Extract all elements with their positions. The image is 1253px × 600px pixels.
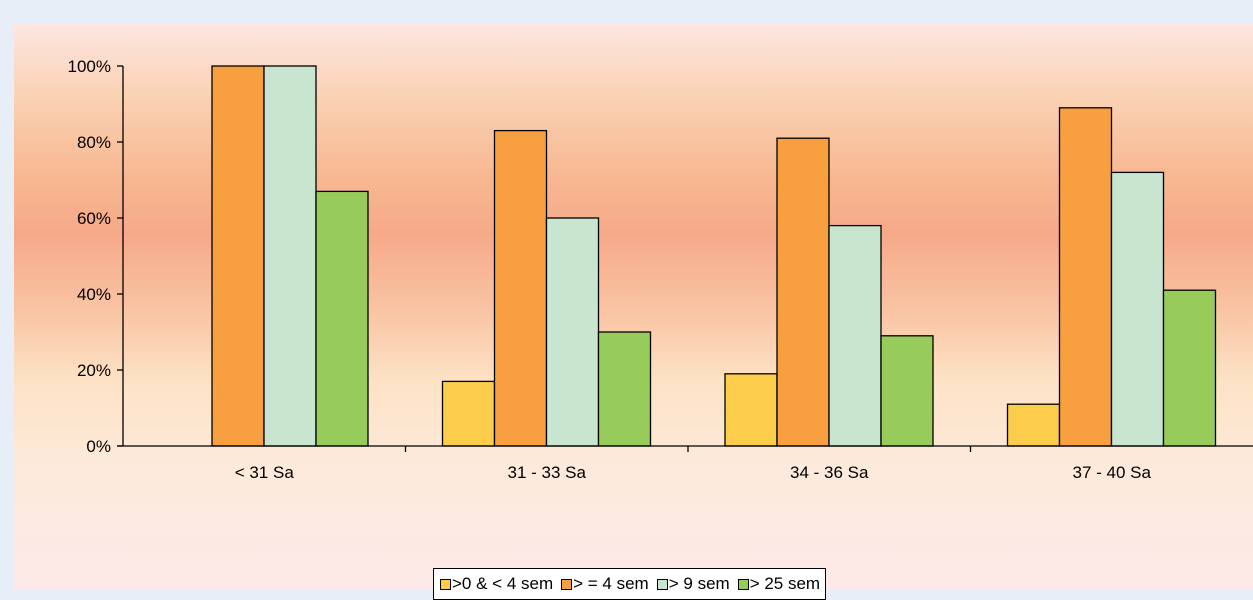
legend-label: > 25 sem	[749, 574, 821, 593]
y-tick-label: 40%	[77, 285, 111, 304]
legend-swatch	[656, 578, 668, 590]
bar	[724, 373, 778, 447]
legend-item: > 9 sem	[656, 574, 730, 594]
legend-label: > = 4 sem	[573, 574, 649, 593]
legend-label: > 9 sem	[668, 574, 730, 593]
x-tick-label: < 31 Sa	[235, 463, 295, 482]
bar	[597, 331, 652, 447]
x-tick-label: 34 - 36 Sa	[790, 463, 869, 482]
bar	[1006, 403, 1061, 447]
y-tick-label: 60%	[77, 209, 111, 228]
bar	[211, 65, 265, 447]
bar	[441, 380, 496, 447]
bar	[315, 190, 369, 447]
x-tick-label: 37 - 40 Sa	[1073, 463, 1152, 482]
bar	[545, 217, 600, 447]
legend-label: >0 & < 4 sem	[452, 574, 554, 593]
legend-item: > = 4 sem	[561, 574, 649, 594]
legend: >0 & < 4 sem > = 4 sem > 9 sem > 25 sem	[433, 568, 827, 600]
bar	[263, 65, 317, 447]
y-tick-label: 80%	[77, 133, 111, 152]
y-tick-label: 20%	[77, 361, 111, 380]
legend-item: >0 & < 4 sem	[440, 574, 553, 594]
bar	[828, 224, 882, 447]
bar	[880, 335, 934, 447]
legend-swatch	[737, 578, 749, 590]
bar-chart: 0% 20% 40% 60% 80% 100% < 31 Sa 31 - 33 Sa 34 - …	[68, 57, 1253, 482]
bar	[776, 137, 830, 447]
bar	[493, 129, 548, 447]
bar	[1110, 171, 1165, 447]
legend-item: > 25 sem	[737, 574, 821, 594]
bar	[1058, 107, 1113, 447]
x-tick-label: 31 - 33 Sa	[508, 463, 587, 482]
bar	[1162, 289, 1217, 447]
y-tick-label: 100%	[68, 57, 111, 76]
legend-swatch	[440, 578, 451, 590]
chart-area: 0% 20% 40% 60% 80% 100% < 31 Sa 31 - 33 Sa 34 - …	[14, 24, 1253, 600]
y-tick-label: 0%	[86, 437, 111, 456]
legend-swatch	[561, 578, 573, 590]
